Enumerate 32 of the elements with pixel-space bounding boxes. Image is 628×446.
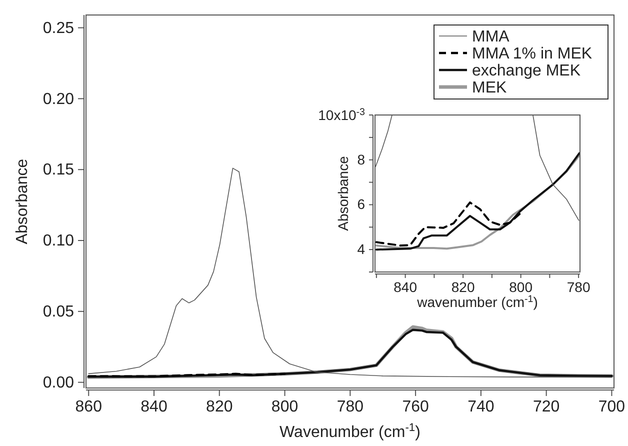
x-tick-label: 840 xyxy=(140,398,168,416)
x-tick-label: 740 xyxy=(468,398,494,416)
legend-label: exchange MEK xyxy=(472,62,581,80)
x-tick-label: 720 xyxy=(532,398,560,416)
x-tick-label: 700 xyxy=(598,398,626,416)
legend-label: MMA xyxy=(472,28,510,46)
x-tick-label: 840 xyxy=(394,278,418,295)
x-axis-title: wavenumber (cm$^{-1}$) xyxy=(416,294,538,310)
y-tick-label: 8 xyxy=(357,151,366,168)
x-tick-label: 780 xyxy=(336,398,364,416)
legend-label: MMA 1% in MEK xyxy=(472,46,592,63)
y-tick-label: 6 xyxy=(357,196,366,212)
line-series xyxy=(375,201,521,247)
legend-label: MEK xyxy=(472,80,507,97)
y-axis-title: Absorbance xyxy=(14,158,32,244)
y-tick-label: 0.00 xyxy=(42,374,74,392)
x-tick-label: 780 xyxy=(566,278,590,295)
x-tick-label: 760 xyxy=(402,398,429,416)
x-tick-label: 820 xyxy=(206,398,233,416)
x-tick-label: 860 xyxy=(75,398,102,416)
x-axis-title: Wavenumber (cm$^{-1}$) xyxy=(280,422,420,441)
y-tick-label: 0.10 xyxy=(42,232,74,250)
x-tick-label: 800 xyxy=(271,398,298,416)
x-tick-label: 820 xyxy=(451,278,475,295)
annotation: 10x10$^{-3}$ xyxy=(318,106,366,123)
y-tick-label: 0.15 xyxy=(42,162,74,179)
y-tick-label: 0.05 xyxy=(42,304,74,321)
y-tick-label: 0.20 xyxy=(42,90,74,108)
y-tick-label: 0.25 xyxy=(42,20,74,37)
x-tick-label: 800 xyxy=(509,278,533,295)
y-tick-label: 4 xyxy=(357,241,366,258)
y-axis-title: Absorbance xyxy=(334,156,351,231)
